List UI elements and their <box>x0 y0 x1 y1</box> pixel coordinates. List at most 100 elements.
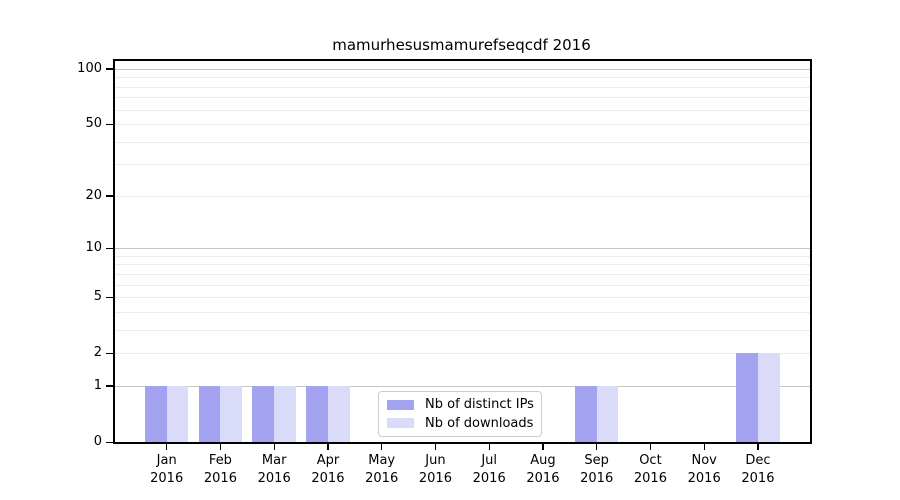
plot-spine-top <box>113 59 812 61</box>
gridline-minor <box>113 264 810 266</box>
bar-distinct-ips <box>144 385 167 442</box>
plot-spine-bottom <box>113 442 812 444</box>
y-tick-mark <box>106 123 113 125</box>
x-tick-label: Apr 2016 <box>300 452 356 488</box>
x-tick-label: Nov 2016 <box>676 452 732 488</box>
x-tick-label: Oct 2016 <box>622 452 678 488</box>
x-tick-month: Sep <box>584 453 609 468</box>
gridline-minor <box>113 273 810 275</box>
x-tick-year: 2016 <box>365 471 399 486</box>
x-tick-year: 2016 <box>203 471 237 486</box>
gridline-minor <box>113 329 810 331</box>
y-tick-label: 50 <box>85 116 102 132</box>
x-tick-year: 2016 <box>150 471 184 486</box>
gridline-minor <box>113 109 810 111</box>
x-tick-year: 2016 <box>580 471 614 486</box>
bar-distinct-ips <box>736 353 758 442</box>
gridline-minor <box>113 124 810 126</box>
gridline-minor <box>113 141 810 143</box>
legend-swatch-distinct-ips <box>387 399 414 410</box>
legend-swatch-downloads <box>387 418 414 429</box>
bar-distinct-ips <box>252 385 275 442</box>
x-tick-year: 2016 <box>741 471 775 486</box>
x-tick-mark <box>596 443 598 450</box>
gridline-minor <box>113 353 810 355</box>
x-tick-label: Aug 2016 <box>515 452 571 488</box>
legend-label-distinct-ips: Nb of distinct IPs <box>425 397 534 413</box>
x-tick-label: Feb 2016 <box>192 452 248 488</box>
x-tick-label: Mar 2016 <box>246 452 302 488</box>
x-tick-mark <box>488 443 490 450</box>
legend-item-distinct-ips: Nb of distinct IPs <box>379 397 541 412</box>
x-tick-month: Nov <box>691 453 717 468</box>
plot-area <box>113 59 810 442</box>
legend-label-downloads: Nb of downloads <box>425 415 534 431</box>
y-tick-label: 10 <box>85 240 102 256</box>
bar-downloads <box>596 385 619 442</box>
x-tick-month: Aug <box>530 453 556 468</box>
x-tick-mark <box>381 443 383 450</box>
y-tick-mark <box>106 247 113 249</box>
bar-downloads <box>757 353 780 442</box>
gridline-minor <box>113 297 810 299</box>
x-tick-year: 2016 <box>257 471 291 486</box>
gridline-minor <box>113 77 810 79</box>
plot-spine-right <box>810 59 812 444</box>
gridline-minor <box>113 311 810 313</box>
gridline-minor <box>113 195 810 197</box>
x-tick-month: Dec <box>745 453 771 468</box>
x-tick-mark <box>542 443 544 450</box>
legend: Nb of distinct IPs Nb of downloads <box>378 391 542 437</box>
plot-spine-left <box>113 59 115 444</box>
bar-distinct-ips <box>306 385 328 442</box>
x-tick-mark <box>219 443 222 450</box>
y-tick-mark <box>106 68 113 70</box>
x-tick-year: 2016 <box>526 471 560 486</box>
gridline-major <box>113 248 810 250</box>
gridline-minor <box>113 284 810 286</box>
x-tick-month: Apr <box>316 453 340 468</box>
chart-title: mamurhesusmamurefseqcdf 2016 <box>332 36 591 54</box>
gridline-minor <box>113 164 810 166</box>
y-tick-label: 100 <box>77 60 102 76</box>
legend-item-downloads: Nb of downloads <box>379 416 541 431</box>
x-tick-mark <box>166 443 168 450</box>
gridline-major <box>113 68 810 70</box>
gridline-minor <box>113 86 810 88</box>
x-tick-label: Jan 2016 <box>139 452 195 488</box>
y-tick-label: 20 <box>85 187 102 203</box>
y-tick-mark <box>106 352 113 355</box>
y-tick-mark <box>106 296 113 298</box>
y-tick-mark <box>106 385 113 387</box>
y-tick-mark <box>106 441 113 443</box>
x-tick-year: 2016 <box>472 471 506 486</box>
bar-distinct-ips <box>574 385 597 442</box>
bar-downloads <box>274 385 296 442</box>
x-tick-label: Jun 2016 <box>407 452 463 488</box>
bar-distinct-ips <box>198 385 221 442</box>
x-tick-year: 2016 <box>311 471 345 486</box>
x-tick-month: Jan <box>156 453 177 468</box>
x-tick-label: May 2016 <box>354 452 410 488</box>
x-tick-month: Jun <box>425 453 446 468</box>
x-tick-label: Jul 2016 <box>461 452 517 488</box>
x-tick-month: May <box>368 453 396 468</box>
bar-downloads <box>220 385 243 442</box>
x-tick-year: 2016 <box>418 471 452 486</box>
bar-downloads <box>166 385 189 442</box>
x-tick-month: Oct <box>639 453 662 468</box>
x-tick-month: Feb <box>208 453 232 468</box>
x-tick-mark <box>649 443 652 450</box>
x-tick-month: Jul <box>481 453 498 468</box>
x-tick-year: 2016 <box>687 471 721 486</box>
bar-downloads <box>327 385 350 442</box>
x-tick-mark <box>327 443 329 450</box>
x-tick-label: Sep 2016 <box>569 452 625 488</box>
y-tick-label: 1 <box>93 377 102 393</box>
gridline-minor <box>113 255 810 257</box>
x-tick-year: 2016 <box>633 471 667 486</box>
x-tick-mark <box>273 443 275 450</box>
x-tick-month: Mar <box>261 453 287 468</box>
gridline-minor <box>113 97 810 99</box>
